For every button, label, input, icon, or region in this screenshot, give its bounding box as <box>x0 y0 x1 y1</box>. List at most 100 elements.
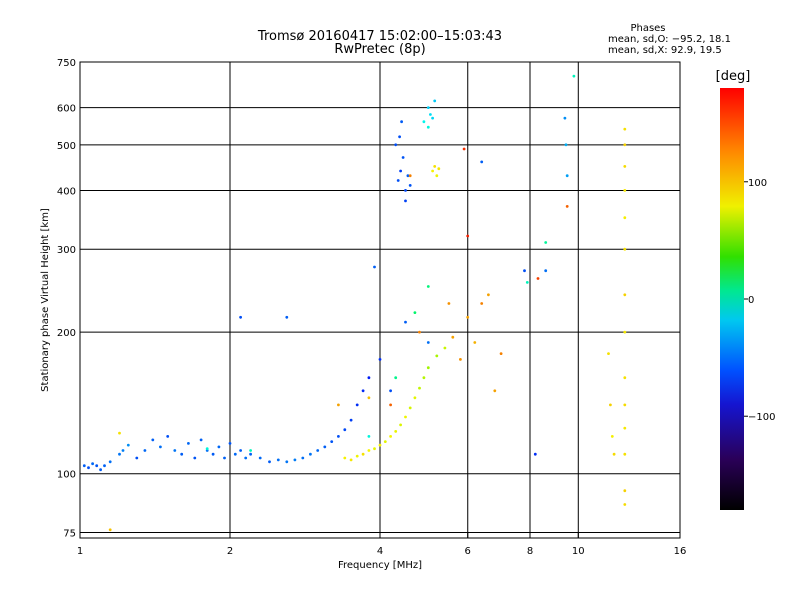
colorbar-tick-label: 0 <box>748 295 754 306</box>
data-point <box>211 452 215 456</box>
data-point <box>435 354 439 358</box>
data-point <box>361 452 365 456</box>
data-point <box>135 456 139 460</box>
y-tick-label: 500 <box>57 141 76 152</box>
data-point <box>609 403 612 407</box>
data-point <box>367 435 371 438</box>
data-point <box>493 389 497 393</box>
data-point <box>572 74 576 78</box>
data-point <box>349 418 353 422</box>
data-point <box>422 120 426 124</box>
data-point <box>426 341 430 344</box>
data-point <box>301 456 305 460</box>
data-point <box>166 435 170 438</box>
data-point <box>623 376 627 380</box>
data-point <box>373 447 376 451</box>
data-point <box>565 174 569 178</box>
data-point <box>268 460 271 464</box>
data-point <box>108 528 112 532</box>
data-point <box>276 458 280 462</box>
data-point <box>433 165 437 168</box>
data-point <box>422 376 426 380</box>
data-point <box>244 456 248 460</box>
x-tick-label: 10 <box>572 546 585 557</box>
data-point <box>413 396 417 400</box>
data-point <box>623 403 627 407</box>
data-point <box>330 440 334 443</box>
data-point <box>389 389 392 393</box>
data-point <box>285 460 289 464</box>
axis-ticks: 1 2 4 6 8 10 16 75 100 200 300 400 500 600 750 <box>57 58 686 557</box>
data-point <box>623 426 627 430</box>
data-point <box>564 143 568 147</box>
colorbar <box>720 88 744 510</box>
data-point <box>459 358 462 361</box>
colorbar-label: [deg] <box>716 69 751 84</box>
data-point <box>533 452 537 456</box>
data-point <box>406 174 410 178</box>
data-point <box>293 458 297 462</box>
data-point <box>99 468 102 472</box>
data-point <box>159 445 162 449</box>
data-point <box>249 452 253 456</box>
data-point <box>343 456 347 460</box>
data-point <box>623 330 627 334</box>
data-point <box>355 454 359 458</box>
chart-subtitle: RwPretec (8p) <box>334 42 425 57</box>
data-point <box>103 464 106 468</box>
data-point <box>108 460 112 464</box>
data-points <box>82 74 627 532</box>
data-point <box>443 346 447 350</box>
data-point <box>349 458 353 462</box>
data-point <box>337 403 340 407</box>
colorbar-tick-label: −100 <box>748 412 775 423</box>
data-point <box>612 452 616 456</box>
data-point <box>233 452 237 456</box>
data-point <box>404 415 407 419</box>
data-point <box>623 216 627 220</box>
data-point <box>383 440 387 443</box>
data-point <box>623 165 627 168</box>
y-tick-label: 300 <box>57 245 76 256</box>
data-point <box>480 302 484 305</box>
data-point <box>173 449 177 452</box>
x-tick-label: 1 <box>77 546 83 557</box>
data-point <box>607 352 610 355</box>
data-point <box>378 443 382 447</box>
data-point <box>373 265 376 269</box>
data-point <box>323 445 327 449</box>
data-point <box>151 438 155 442</box>
data-point <box>447 302 451 305</box>
data-point <box>466 234 470 238</box>
data-point <box>223 456 226 460</box>
stats-heading: Phases <box>630 23 665 34</box>
data-point <box>118 431 121 435</box>
data-point <box>426 285 430 288</box>
data-point <box>401 156 405 159</box>
data-point <box>95 464 99 468</box>
data-point <box>118 452 121 456</box>
x-tick-label: 16 <box>674 546 687 557</box>
data-point <box>623 452 627 456</box>
data-point <box>398 135 401 139</box>
data-point <box>82 464 86 468</box>
data-point <box>199 438 203 442</box>
x-tick-label: 4 <box>377 546 383 557</box>
data-point <box>437 167 441 171</box>
data-point <box>413 311 417 314</box>
data-point <box>258 456 262 460</box>
colorbar-ticks: 100 0 −100 <box>744 178 775 423</box>
data-point <box>480 160 484 164</box>
colorbar-tick-label: 100 <box>748 178 767 189</box>
data-point <box>431 169 434 173</box>
data-point <box>408 184 412 187</box>
chart-title: Tromsø 20160417 15:02:00–15:03:43 <box>257 29 502 44</box>
data-point <box>418 386 421 390</box>
data-point <box>563 116 567 120</box>
x-axis-label: Frequency [MHz] <box>338 560 422 571</box>
data-point <box>355 403 359 407</box>
data-point <box>394 376 398 380</box>
data-point <box>193 456 197 460</box>
data-point <box>87 466 90 470</box>
